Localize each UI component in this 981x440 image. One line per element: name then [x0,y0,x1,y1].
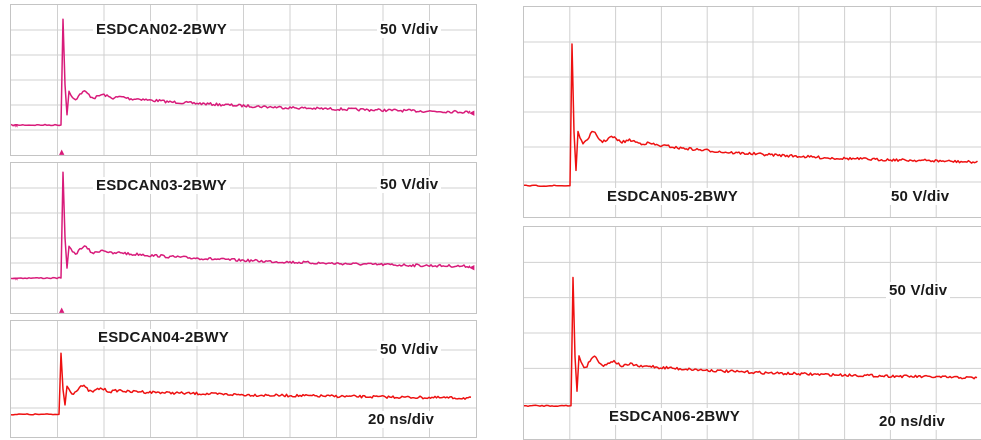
channel-level-marker: ⇥ [12,275,18,283]
device-label: ESDCAN03-2BWY [93,177,230,194]
trigger-marker: ▲ [59,148,65,155]
level-arrow-marker: ◀ [469,109,475,117]
scope-panel-esdcan05: ESDCAN05-2BWY 50 V/div [523,6,981,218]
device-label: ESDCAN02-2BWY [93,21,230,38]
volts-per-div-label: 50 V/div [377,21,442,38]
waveform-trace [524,43,978,188]
volts-per-div-label: 50 V/div [886,282,951,299]
waveform-trace [11,352,472,416]
time-per-div-label: 20 ns/div [876,413,948,430]
scope-panel-esdcan06: 50 V/div ESDCAN06-2BWY 20 ns/div [523,226,981,440]
volts-per-div-label: 50 V/div [377,176,442,193]
volts-per-div-label: 50 V/div [888,188,953,205]
trigger-marker: ▲ [59,306,65,313]
waveform-trace [11,171,471,280]
scope-panel-esdcan04: ESDCAN04-2BWY 50 V/div 20 ns/div [10,320,477,438]
time-per-div-label: 20 ns/div [365,411,437,428]
channel-level-marker: ⇥ [12,122,18,130]
device-label: ESDCAN05-2BWY [604,188,741,205]
scope-panel-esdcan02: ⇥ ◀ ▲ ESDCAN02-2BWY 50 V/div [10,4,477,156]
device-label: ESDCAN04-2BWY [95,329,232,346]
volts-per-div-label: 50 V/div [377,341,442,358]
level-arrow-marker: ◀ [469,263,475,271]
scope-plot [524,227,981,439]
scope-plot [524,7,981,217]
scope-panel-esdcan03: ⇥ ◀ ▲ ESDCAN03-2BWY 50 V/div [10,162,477,314]
scope-plot: ⇥ ◀ ▲ [11,163,476,313]
device-label: ESDCAN06-2BWY [606,408,743,425]
waveform-trace [11,18,471,127]
waveform-trace [524,276,978,408]
